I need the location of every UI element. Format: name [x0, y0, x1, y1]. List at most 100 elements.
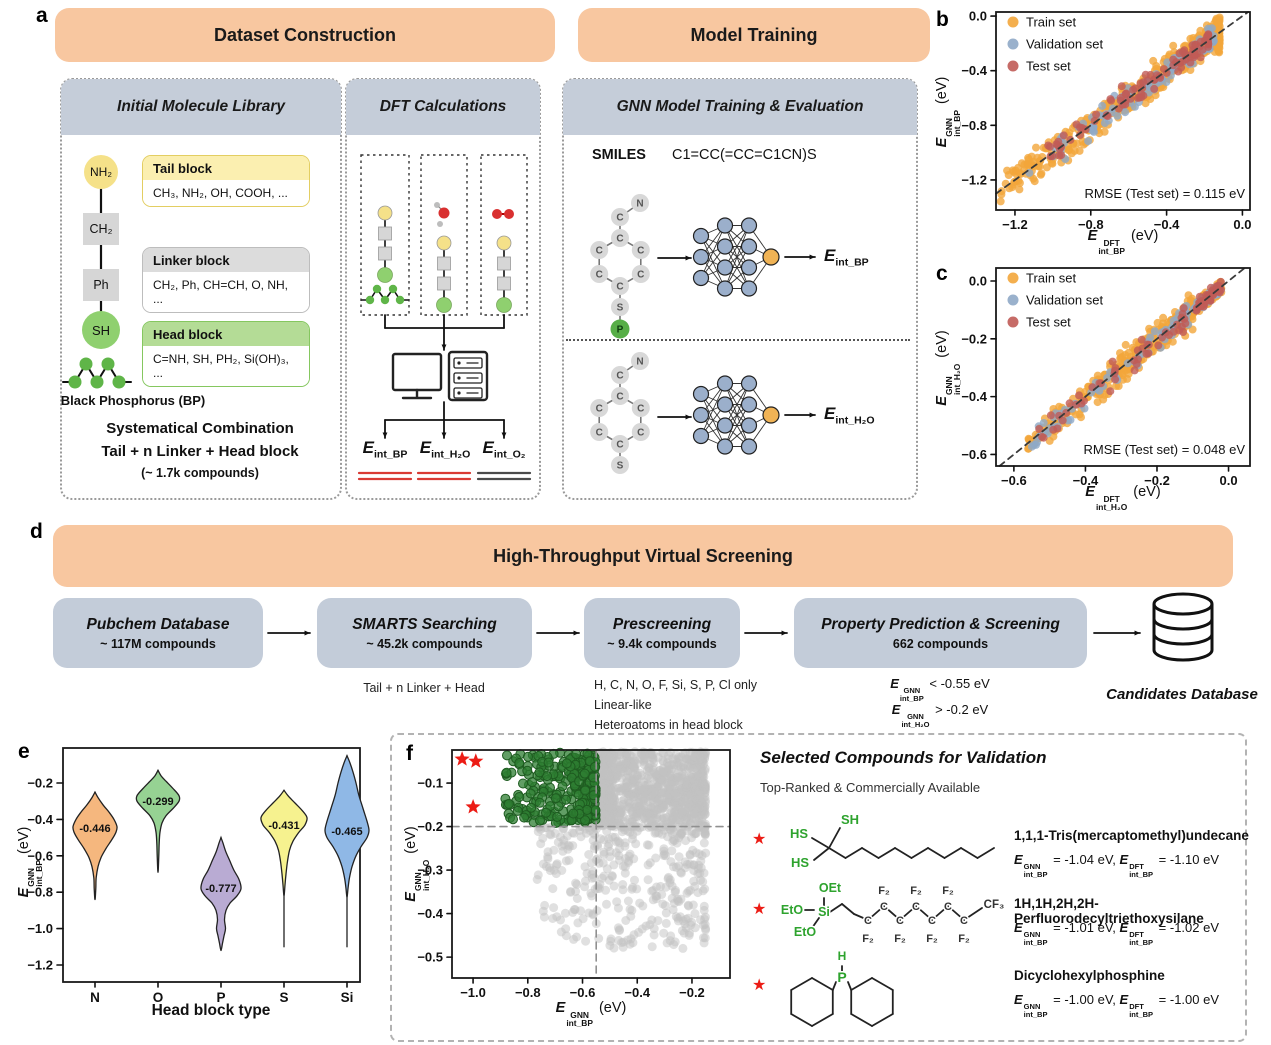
- points-rejected: [532, 747, 711, 953]
- svg-text:−0.4: −0.4: [1154, 217, 1180, 232]
- step-smarts: SMARTS Searching ~ 45.2k compounds: [317, 598, 532, 668]
- svg-text:−0.2: −0.2: [417, 819, 443, 834]
- svg-text:Si: Si: [341, 990, 354, 1005]
- svg-text:C: C: [616, 282, 623, 293]
- svg-text:F₂: F₂: [894, 933, 906, 945]
- svg-text:−0.6: −0.6: [570, 985, 596, 1000]
- svg-text:−0.2: −0.2: [679, 985, 705, 1000]
- criterion-bp: E GNN int_BP < -0.55 eV: [890, 676, 990, 703]
- tail-block-title: Tail block: [143, 156, 309, 180]
- svg-text:C: C: [637, 428, 644, 439]
- panel-e-label: e: [18, 740, 30, 763]
- svg-text:N: N: [90, 990, 100, 1005]
- svg-text:C: C: [616, 392, 623, 403]
- svg-text:Si: Si: [818, 905, 830, 919]
- svg-text:−0.6: −0.6: [1001, 473, 1027, 488]
- compound1-energies: E GNN int_BP = -1.04 eV, E DFT int_BP = -1.1…: [1014, 852, 1219, 878]
- combination-line3: (~ 1.7k compounds): [141, 466, 259, 480]
- smiles-value: C1=CC(=CC=C1CN)S: [672, 147, 817, 163]
- compound3-energies: E GNN int_BP = -1.00 eV, E DFT int_BP = -1.0…: [1014, 992, 1219, 1018]
- bp-label: Black Phosphorus (BP): [60, 393, 206, 408]
- svg-text:F₂: F₂: [910, 885, 922, 897]
- criterion-h2o: E GNN int_H₂O > -0.2 eV: [891, 702, 989, 729]
- svg-text:−0.5: −0.5: [417, 950, 443, 965]
- svg-text:P: P: [216, 990, 225, 1005]
- svg-text:F₂: F₂: [926, 933, 938, 945]
- compound1-structure: SH HS HS: [788, 811, 995, 872]
- violin-S: -0.431: [260, 789, 308, 948]
- svg-text:F₂: F₂: [958, 933, 970, 945]
- svg-text:OEt: OEt: [819, 881, 842, 895]
- tail-block-items: CH₃, NH₂, OH, COOH, ...: [143, 180, 309, 206]
- molecule-chain-diagram: NH₂ CH₂ Ph SH: [62, 155, 132, 389]
- svg-text:EtO: EtO: [794, 925, 817, 939]
- svg-text:F₂: F₂: [942, 885, 954, 897]
- svg-text:−0.8: −0.8: [1078, 217, 1104, 232]
- prescreening-note-3: Heteroatoms in head block: [594, 718, 743, 732]
- violin-O: -0.299: [135, 768, 181, 873]
- violin-P: -0.777: [200, 835, 242, 952]
- step-prescreening-title: Prescreening: [612, 615, 712, 633]
- compound3-edft: E DFT int_BP = -1.00 eV: [1119, 992, 1220, 1019]
- compound1-name: 1,1,1-Tris(mercaptomethyl)undecane: [1014, 828, 1249, 843]
- svg-text:N: N: [636, 199, 643, 210]
- svg-text:N: N: [636, 357, 643, 368]
- svg-text:S: S: [617, 303, 624, 314]
- panel-b-label: b: [936, 8, 949, 31]
- panel-c-label: c: [936, 262, 948, 285]
- violin-plot: −0.2 −0.4 −0.6 −0.8 −1.0 −1.2 -0.446 N -0.299 O -0…: [27, 747, 370, 1005]
- svg-text:0.0: 0.0: [969, 9, 987, 24]
- svg-text:C: C: [596, 404, 603, 415]
- svg-text:−0.4: −0.4: [961, 389, 987, 404]
- svg-text:EtO: EtO: [781, 903, 804, 917]
- head-block-card: Head block C=NH, SH, PH₂, Si(OH)₃, ...: [142, 321, 310, 387]
- svg-text:C: C: [616, 213, 623, 224]
- svg-text:F₂: F₂: [862, 933, 874, 945]
- neural-network: [692, 217, 780, 297]
- banner-hts: High-Throughput Virtual Screening: [53, 525, 1233, 587]
- dft-output-einth2o: Eint_H₂O: [419, 438, 471, 461]
- svg-text:Validation set: Validation set: [1026, 37, 1103, 52]
- svg-text:HS: HS: [791, 855, 809, 870]
- svg-text:-0.431: -0.431: [268, 820, 299, 832]
- svg-text:−0.4: −0.4: [961, 63, 987, 78]
- svg-text:CH₂: CH₂: [90, 222, 113, 236]
- svg-text:−0.3: −0.3: [417, 863, 443, 878]
- dft-output-einto2: Eint_O₂: [482, 438, 526, 461]
- svg-text:-0.446: -0.446: [79, 823, 110, 835]
- compound3-egnn: E GNN int_BP = -1.00 eV,: [1014, 992, 1120, 1019]
- legend: Train set Validation set Test set: [1007, 271, 1103, 330]
- data-points: [1024, 277, 1226, 453]
- b-ylabel: E GNN int_BP (eV): [934, 76, 963, 148]
- svg-text:C: C: [616, 234, 623, 245]
- svg-text:−0.4: −0.4: [417, 906, 443, 921]
- panel-f-label: f: [406, 742, 413, 765]
- svg-text:-0.777: -0.777: [205, 883, 236, 895]
- selected-compounds-title: Selected Compounds for Validation: [760, 748, 1047, 767]
- compound2-edft: E DFT int_BP = -1.02 eV: [1119, 920, 1220, 947]
- step-property: Property Prediction & Screening 662 comp…: [794, 598, 1087, 668]
- svg-text:HS: HS: [790, 826, 808, 841]
- svg-text:Validation set: Validation set: [1026, 293, 1103, 308]
- step-pubchem-title: Pubchem Database: [86, 615, 230, 633]
- svg-text:−0.1: −0.1: [417, 776, 443, 791]
- flow-arrows: [267, 630, 1141, 636]
- screening-scatter: −1.0 −0.8 −0.6 −0.4 −0.2 −0.1 −0.2 −0.3 −0.4 −0.5: [417, 747, 731, 1000]
- svg-text:−0.8: −0.8: [27, 885, 53, 900]
- compound2-energies: E GNN int_BP = -1.01 eV, E DFT int_BP = -1.0…: [1014, 920, 1219, 946]
- combination-line1: Systematical Combination: [106, 420, 294, 437]
- svg-text:F₂: F₂: [878, 885, 890, 897]
- c-xlabel: E DFT int_H₂O (eV): [1085, 484, 1161, 513]
- violin-N: -0.446: [72, 790, 118, 901]
- f-ylabel: E GNN int_H₂O (eV): [403, 826, 432, 902]
- compound1-star-icon: ★: [752, 831, 767, 848]
- svg-text:C: C: [960, 915, 968, 927]
- violin-Si: -0.465: [324, 754, 370, 948]
- legend: Train set Validation set Test set: [1007, 15, 1103, 74]
- svg-text:C: C: [637, 270, 644, 281]
- svg-text:C: C: [616, 440, 623, 451]
- svg-text:−0.8: −0.8: [515, 985, 541, 1000]
- star-points: [454, 751, 484, 814]
